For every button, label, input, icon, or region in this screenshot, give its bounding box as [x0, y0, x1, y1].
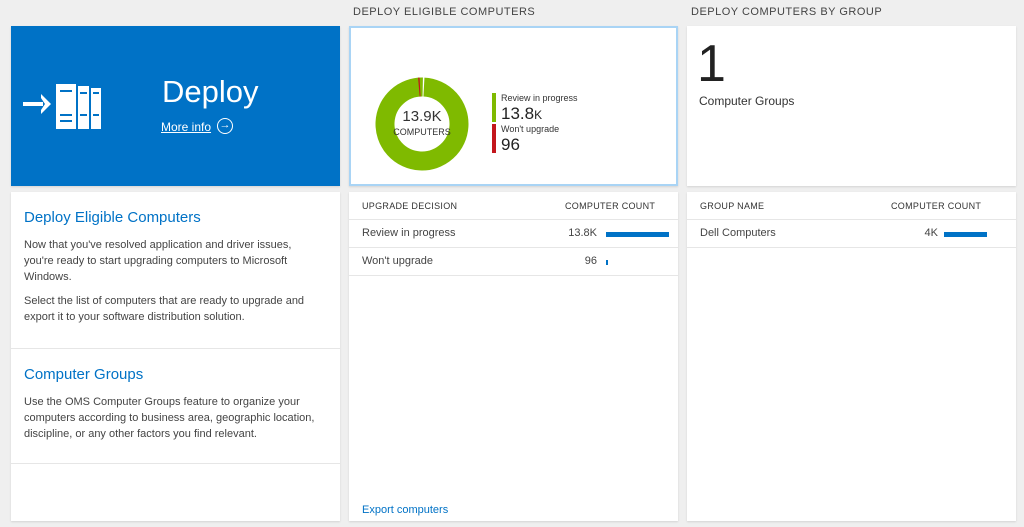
hero-title: Deploy [162, 74, 259, 109]
column-header-computer-count: COMPUTER COUNT [891, 201, 982, 211]
donut-total-label: COMPUTERS [393, 127, 451, 137]
legend-swatch-review [492, 93, 496, 122]
section-title-by-group: DEPLOY COMPUTERS BY GROUP [691, 6, 883, 18]
legend-value-wont-upgrade: 96 [501, 135, 520, 154]
more-info-link[interactable]: More info [161, 120, 212, 134]
divider [11, 348, 340, 349]
groups-count-label: Computer Groups [699, 94, 795, 108]
donut-chart [375, 77, 469, 171]
row-count: 96 [584, 255, 597, 267]
legend-unit: K [534, 108, 543, 122]
count-bar [606, 260, 608, 265]
arrow-right-circle-icon[interactable]: → [217, 118, 233, 134]
export-computers-link[interactable]: Export computers [362, 504, 449, 516]
upgrade-decision-table: UPGRADE DECISION COMPUTER COUNT Review i… [349, 192, 678, 521]
legend-label-wont-upgrade: Won't upgrade [501, 124, 560, 134]
table-row[interactable]: Won't upgrade 96 [349, 248, 678, 276]
eligible-donut-tile[interactable]: 13.9K COMPUTERS Review in progress 13.8K… [349, 26, 678, 186]
groups-count: 1 [697, 35, 726, 93]
donut-segment-0[interactable] [375, 77, 469, 171]
group-table: GROUP NAME COMPUTER COUNT Dell Computers… [687, 192, 1016, 521]
computer-groups-heading: Computer Groups [24, 366, 144, 383]
groups-description: Use the OMS Computer Groups feature to o… [24, 396, 315, 440]
column-header-computer-count: COMPUTER COUNT [565, 201, 656, 211]
deploy-description-1: Now that you've resolved application and… [24, 239, 292, 283]
legend-label-review: Review in progress [501, 93, 578, 103]
divider [349, 219, 678, 220]
legend-swatch-wont-upgrade [492, 124, 496, 153]
divider [687, 219, 1016, 220]
row-count: 4K [924, 227, 938, 239]
legend-value-review: 13.8K [501, 104, 542, 124]
row-name: Review in progress [362, 227, 456, 239]
divider [687, 247, 1016, 248]
deploy-eligible-heading: Deploy Eligible Computers [24, 209, 201, 226]
table-row[interactable]: Review in progress 13.8K [349, 220, 678, 248]
column-header-group-name: GROUP NAME [700, 201, 765, 211]
row-count: 13.8K [568, 227, 597, 239]
table-row[interactable]: Dell Computers 4K [687, 220, 1016, 248]
divider [349, 275, 678, 276]
row-name: Won't upgrade [362, 255, 434, 267]
legend-value: 13.8 [501, 104, 535, 123]
section-title-eligible: DEPLOY ELIGIBLE COMPUTERS [353, 6, 536, 18]
donut-total: 13.9K [402, 108, 442, 125]
deploy-hero-tile[interactable]: Deploy More info → [11, 26, 340, 186]
divider [349, 247, 678, 248]
count-bar [606, 232, 669, 237]
donut-segment-1[interactable] [375, 77, 469, 171]
info-panel: Deploy Eligible Computers Now that you'v… [11, 192, 340, 521]
count-bar [944, 232, 987, 237]
computer-groups-tile[interactable]: 1 Computer Groups [687, 26, 1016, 186]
column-header-upgrade-decision: UPGRADE DECISION [362, 201, 458, 211]
deploy-description-2: Select the list of computers that are re… [24, 295, 305, 323]
deploy-servers-icon [23, 84, 101, 129]
row-name: Dell Computers [700, 227, 776, 239]
divider [11, 463, 340, 464]
